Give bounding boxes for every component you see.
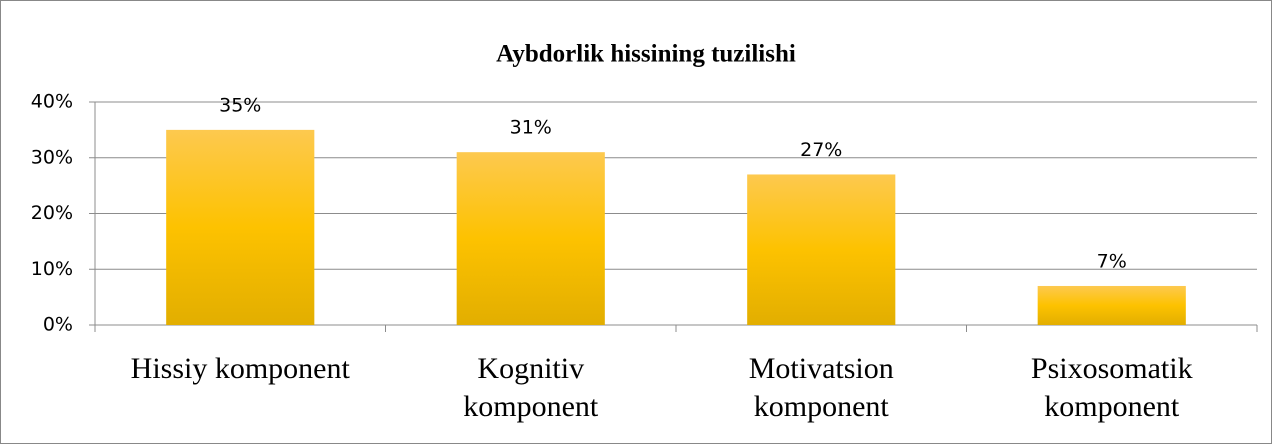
x-tick-label: Motivatsion komponent bbox=[748, 352, 894, 423]
x-tick-label: Kognitiv komponent bbox=[463, 352, 599, 423]
data-label: 27% bbox=[800, 139, 842, 161]
bar bbox=[747, 174, 896, 325]
data-label: 35% bbox=[219, 94, 261, 116]
y-tick-label: 0% bbox=[43, 314, 73, 336]
data-label: 7% bbox=[1097, 250, 1127, 272]
y-tick-label: 30% bbox=[31, 146, 73, 168]
data-label: 31% bbox=[510, 117, 552, 139]
y-tick-label: 20% bbox=[31, 202, 73, 224]
chart-title: Aybdorlik hissining tuzilishi bbox=[496, 41, 796, 68]
x-tick-label: Hissiy komponent bbox=[130, 352, 350, 385]
y-tick-label: 40% bbox=[31, 91, 73, 113]
bar bbox=[456, 152, 605, 325]
bar bbox=[166, 129, 315, 325]
bar bbox=[1037, 285, 1186, 325]
x-tick-label: Psixosomatik komponent bbox=[1030, 352, 1193, 423]
y-tick-label: 10% bbox=[31, 258, 73, 280]
